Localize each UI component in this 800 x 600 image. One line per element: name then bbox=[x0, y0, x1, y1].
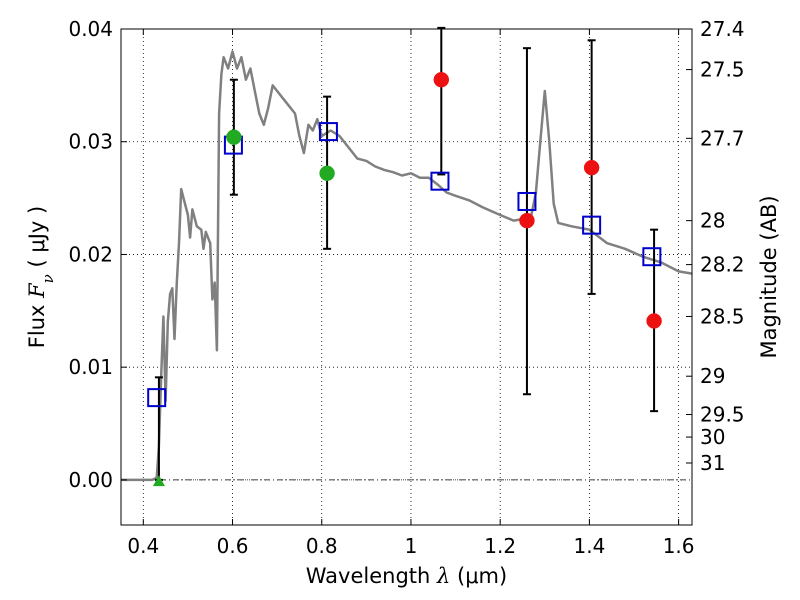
errorbar-layer bbox=[154, 26, 659, 481]
x-axis-label: Wavelength λ (μm) bbox=[306, 564, 507, 588]
plot-frame bbox=[120, 28, 693, 526]
x-tick-label: 0.6 bbox=[217, 534, 249, 558]
y2-tick-label: 31 bbox=[700, 451, 725, 475]
x-axis-label-symbol: λ bbox=[436, 564, 450, 588]
y2-tick-label: 27.4 bbox=[700, 17, 745, 41]
model-flux-square bbox=[147, 388, 167, 408]
y-axis-label-unit: ( μJy ) bbox=[25, 206, 49, 274]
observed-flux-point bbox=[583, 159, 600, 176]
y-axis-label: Flux Fν ( μJy ) bbox=[25, 206, 57, 348]
y-tick-label: 0.01 bbox=[68, 355, 113, 379]
x-tick-label: 0.4 bbox=[127, 534, 159, 558]
x-tick-label: 1 bbox=[405, 534, 418, 558]
y2-tick-label: 28.2 bbox=[700, 253, 745, 277]
y2-tick-label: 27.5 bbox=[700, 58, 745, 82]
y-tick-label: 0.00 bbox=[68, 468, 113, 492]
model-flux-square bbox=[517, 191, 537, 211]
y-axis-label-prefix: Flux bbox=[25, 298, 49, 348]
y2-tick-label: 30 bbox=[700, 425, 725, 449]
error-bar bbox=[437, 26, 446, 176]
curve-layer bbox=[121, 50, 693, 482]
y2-tick-label: 27.7 bbox=[700, 126, 745, 150]
y-tick-label: 0.02 bbox=[68, 242, 113, 266]
x-tick-label: 1.4 bbox=[573, 534, 605, 558]
right-axis-label: Magnitude (AB) bbox=[757, 195, 781, 358]
sed-model-curve bbox=[121, 50, 693, 482]
y2-tick-label: 28.5 bbox=[700, 304, 745, 328]
y-axis-label-subscript: ν bbox=[39, 274, 57, 283]
observed-flux-point bbox=[519, 212, 535, 229]
y2-tick-label: 28 bbox=[700, 209, 725, 233]
grid-layer bbox=[121, 28, 692, 525]
x-tick-label: 1.6 bbox=[663, 534, 695, 558]
y-tick-label: 0.04 bbox=[68, 17, 113, 41]
x-tick-label: 0.8 bbox=[306, 534, 338, 558]
observed-flux-point bbox=[319, 165, 335, 182]
observed-flux-triangle bbox=[152, 475, 165, 487]
y2-tick-label: 29.5 bbox=[700, 403, 745, 427]
model-flux-square bbox=[318, 122, 338, 142]
model-flux-square bbox=[430, 171, 450, 191]
y2-tick-label: 29 bbox=[700, 364, 725, 388]
tick-layer: 0.4 0.6 0.8 1 1.2 1.4 1.6 0.00 0.01 0.02 0.03 0.04 2… bbox=[68, 17, 744, 558]
marker-layer bbox=[147, 71, 662, 487]
y-tick-label: 0.03 bbox=[68, 130, 113, 154]
y-axis-label-symbol: F bbox=[25, 282, 49, 299]
model-flux-square bbox=[582, 215, 602, 235]
x-tick-label: 1.2 bbox=[484, 534, 516, 558]
model-flux-square bbox=[642, 247, 662, 267]
x-axis-label-unit: (μm) bbox=[450, 564, 507, 588]
observed-flux-point bbox=[646, 313, 662, 329]
x-axis-label-prefix: Wavelength bbox=[306, 564, 437, 588]
observed-flux-point bbox=[226, 129, 242, 145]
observed-flux-point bbox=[433, 71, 450, 88]
